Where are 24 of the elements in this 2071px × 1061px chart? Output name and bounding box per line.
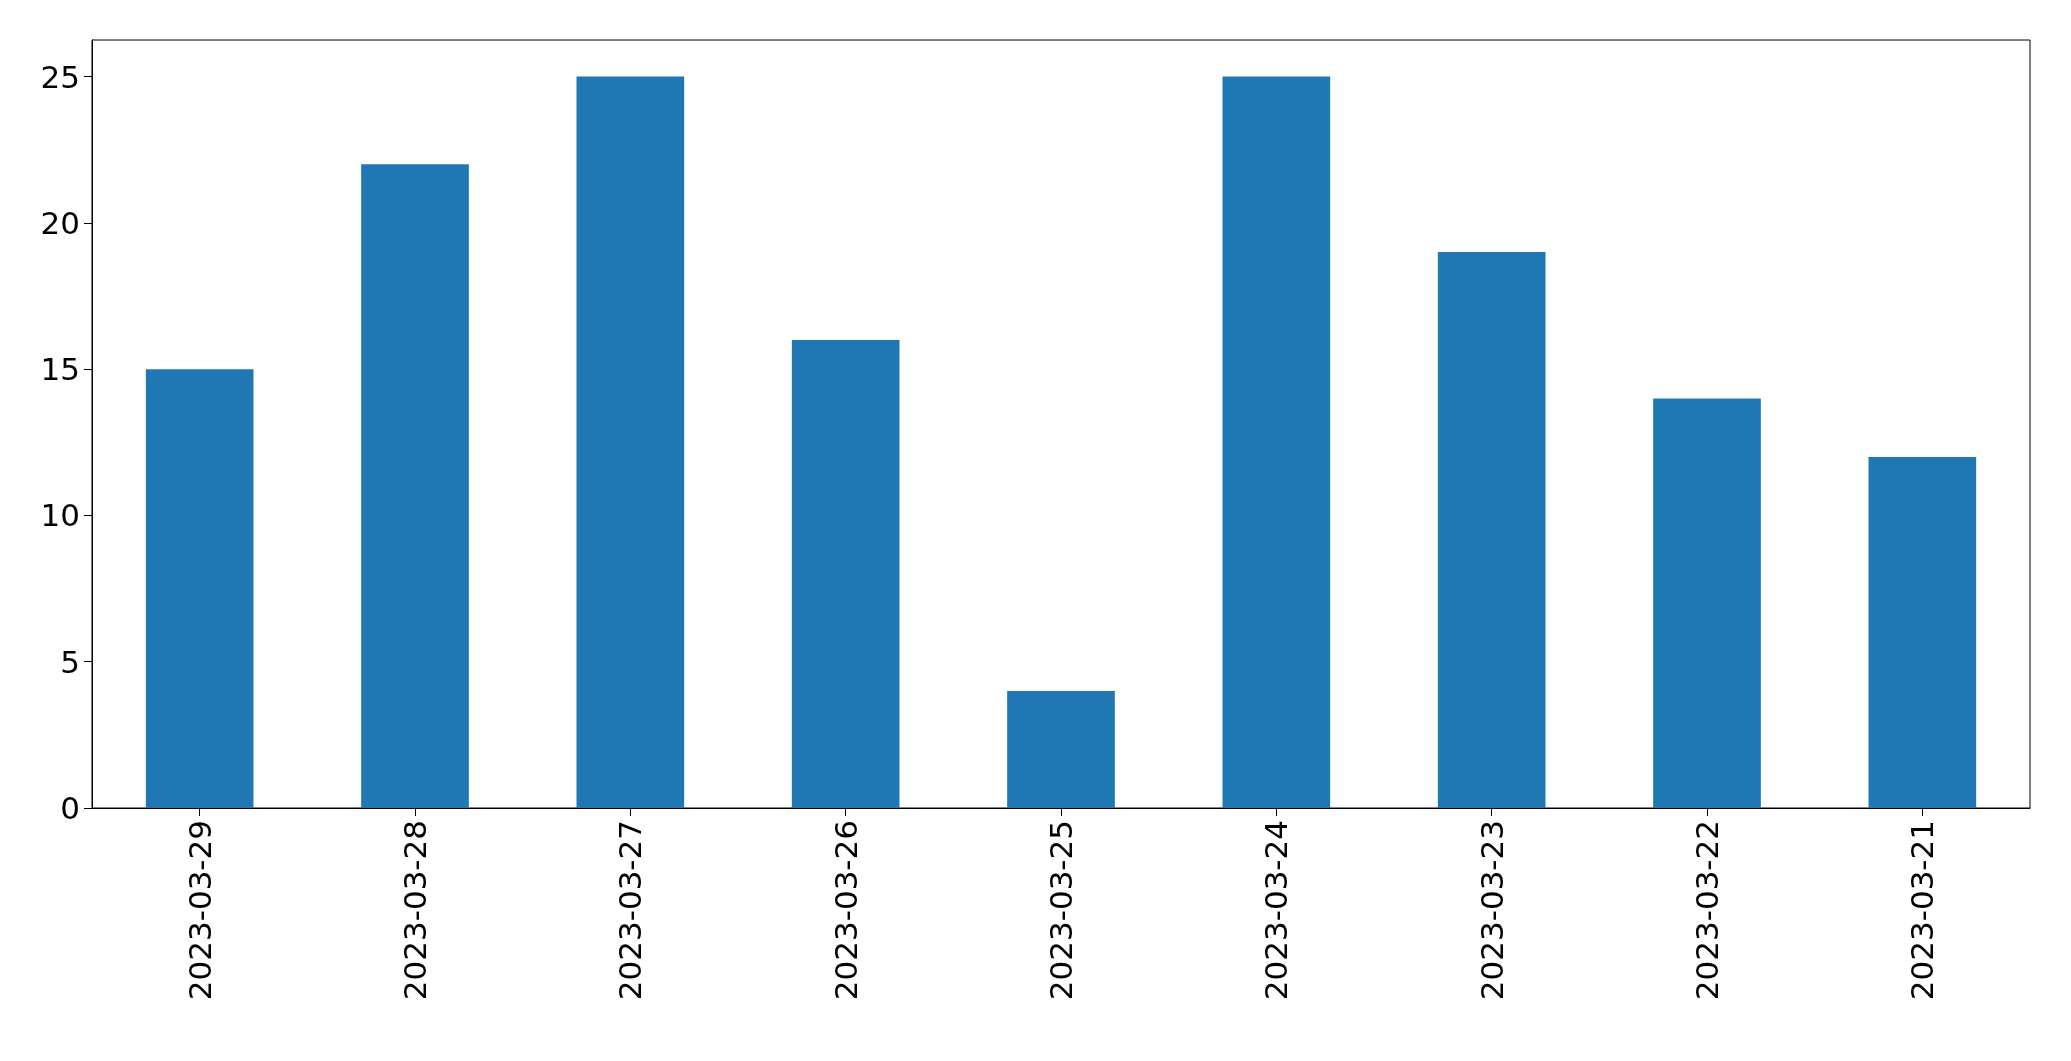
y-tick-label: 20 bbox=[40, 204, 80, 241]
bar bbox=[145, 369, 254, 808]
y-tick-label: 0 bbox=[60, 790, 80, 826]
x-tick-label: 2023-03-28 bbox=[397, 820, 433, 1001]
bar bbox=[1007, 690, 1115, 808]
y-tick-label: 25 bbox=[40, 58, 80, 95]
bar bbox=[576, 76, 685, 808]
bar bbox=[361, 164, 469, 808]
x-tick-label: 2023-03-22 bbox=[1689, 820, 1725, 1001]
x-tick-label: 2023-03-27 bbox=[612, 820, 649, 1001]
x-tick-label: 2023-03-24 bbox=[1258, 820, 1295, 1001]
y-tick-label: 5 bbox=[60, 643, 80, 680]
x-tick-label: 2023-03-29 bbox=[181, 820, 218, 1001]
bar bbox=[1437, 252, 1546, 808]
x-tick-label: 2023-03-23 bbox=[1473, 820, 1510, 1001]
bar bbox=[791, 339, 900, 808]
x-tick-label: 2023-03-25 bbox=[1043, 820, 1079, 1001]
y-tick-label: 10 bbox=[40, 497, 80, 534]
x-tick-label: 2023-03-26 bbox=[827, 820, 864, 1001]
x-tick-label: 2023-03-21 bbox=[1904, 820, 1941, 1001]
y-tick-label: 15 bbox=[40, 351, 80, 388]
bar bbox=[1868, 456, 1977, 808]
bar bbox=[1222, 76, 1331, 808]
bar bbox=[1653, 398, 1761, 808]
